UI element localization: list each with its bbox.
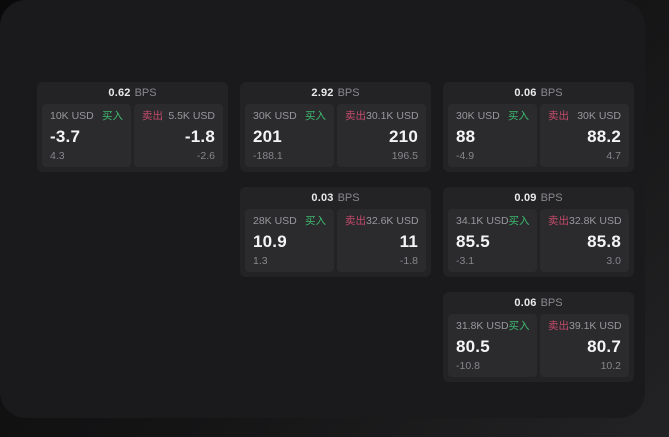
spread-card[interactable]: 0.06 BPS 30K USD 买入 88 -4.9 卖出 30K USD 8… [443,82,634,172]
buy-amount: 31.8K USD [456,320,509,332]
bps-value: 0.06 [514,297,537,309]
sell-amount: 32.8K USD [569,215,622,227]
sell-delta: 196.5 [391,149,418,162]
sell-panel[interactable]: 卖出 32.8K USD 85.8 3.0 [540,209,629,272]
buy-price: 80.5 [456,336,490,356]
buy-price: 10.9 [253,231,287,251]
bps-value: 2.92 [311,87,334,99]
sell-label: 卖出 [548,320,569,332]
sell-amount: 5.5K USD [168,110,215,122]
sell-label: 卖出 [548,215,569,227]
sell-label: 卖出 [345,215,366,227]
buy-delta: -10.8 [456,359,480,372]
buy-delta: -4.9 [456,149,475,162]
bps-unit-label: BPS [540,87,563,99]
sell-price: -1.8 [184,126,215,146]
buy-panel[interactable]: 30K USD 买入 201 -188.1 [245,104,334,167]
sell-price: 85.8 [587,231,621,251]
bps-unit-label: BPS [337,87,360,99]
sell-delta: -2.6 [196,149,215,162]
buy-amount: 10K USD [50,110,94,122]
buy-panel[interactable]: 10K USD 买入 -3.7 4.3 [42,104,131,167]
bps-unit-label: BPS [134,87,157,99]
sell-price: 88.2 [587,126,621,146]
buy-price: 85.5 [456,231,490,251]
sell-panel[interactable]: 卖出 30K USD 88.2 4.7 [540,104,629,167]
bps-header: 0.06 BPS [443,292,634,314]
buy-panel[interactable]: 34.1K USD 买入 85.5 -3.1 [448,209,537,272]
buy-price: -3.7 [50,126,81,146]
sell-price: 80.7 [587,336,621,356]
sell-amount: 30K USD [577,110,621,122]
bps-unit-label: BPS [337,192,360,204]
bps-value: 0.06 [514,87,537,99]
buy-panel[interactable]: 31.8K USD 买入 80.5 -10.8 [448,314,537,377]
buy-price: 201 [253,126,282,146]
bps-header: 0.62 BPS [37,82,228,104]
sell-delta: 3.0 [606,254,621,267]
bps-header: 2.92 BPS [240,82,431,104]
spread-card[interactable]: 2.92 BPS 30K USD 买入 201 -188.1 卖出 30.1K … [240,82,431,172]
buy-amount: 34.1K USD [456,215,509,227]
sell-amount: 32.6K USD [366,215,419,227]
bps-value: 0.03 [311,192,334,204]
bps-value: 0.09 [514,192,537,204]
buy-amount: 28K USD [253,215,297,227]
sell-price: 210 [389,126,418,146]
buy-price: 88 [456,126,476,146]
buy-delta: -188.1 [253,149,283,162]
sell-delta: 10.2 [600,359,621,372]
spread-card[interactable]: 0.03 BPS 28K USD 买入 10.9 1.3 卖出 32.6K US… [240,187,431,277]
buy-panel[interactable]: 28K USD 买入 10.9 1.3 [245,209,334,272]
buy-amount: 30K USD [456,110,500,122]
spread-card[interactable]: 0.62 BPS 10K USD 买入 -3.7 4.3 卖出 5.5K USD… [37,82,228,172]
sell-panel[interactable]: 卖出 30.1K USD 210 196.5 [337,104,426,167]
buy-label: 买入 [305,110,326,122]
buy-amount: 30K USD [253,110,297,122]
spread-card[interactable]: 0.09 BPS 34.1K USD 买入 85.5 -3.1 卖出 32.8K… [443,187,634,277]
bps-header: 0.03 BPS [240,187,431,209]
spread-card[interactable]: 0.06 BPS 31.8K USD 买入 80.5 -10.8 卖出 39.1… [443,292,634,382]
sell-price: 11 [399,231,418,251]
bps-header: 0.09 BPS [443,187,634,209]
sell-panel[interactable]: 卖出 39.1K USD 80.7 10.2 [540,314,629,377]
buy-label: 买入 [305,215,326,227]
buy-label: 买入 [102,110,123,122]
trading-widgets-panel: 0.62 BPS 10K USD 买入 -3.7 4.3 卖出 5.5K USD… [0,0,645,418]
sell-label: 卖出 [142,110,163,122]
sell-label: 卖出 [548,110,569,122]
sell-amount: 30.1K USD [366,110,419,122]
sell-panel[interactable]: 卖出 5.5K USD -1.8 -2.6 [134,104,223,167]
bps-unit-label: BPS [540,192,563,204]
buy-delta: 1.3 [253,254,268,267]
buy-panel[interactable]: 30K USD 买入 88 -4.9 [448,104,537,167]
bps-header: 0.06 BPS [443,82,634,104]
buy-label: 买入 [508,110,529,122]
buy-label: 买入 [508,320,530,332]
sell-panel[interactable]: 卖出 32.6K USD 11 -1.8 [337,209,426,272]
bps-value: 0.62 [108,87,131,99]
bps-unit-label: BPS [540,297,563,309]
buy-delta: 4.3 [50,149,65,162]
sell-label: 卖出 [345,110,366,122]
sell-delta: 4.7 [606,149,621,162]
buy-delta: -3.1 [456,254,475,267]
buy-label: 买入 [508,215,530,227]
sell-amount: 39.1K USD [569,320,622,332]
sell-delta: -1.8 [399,254,418,267]
